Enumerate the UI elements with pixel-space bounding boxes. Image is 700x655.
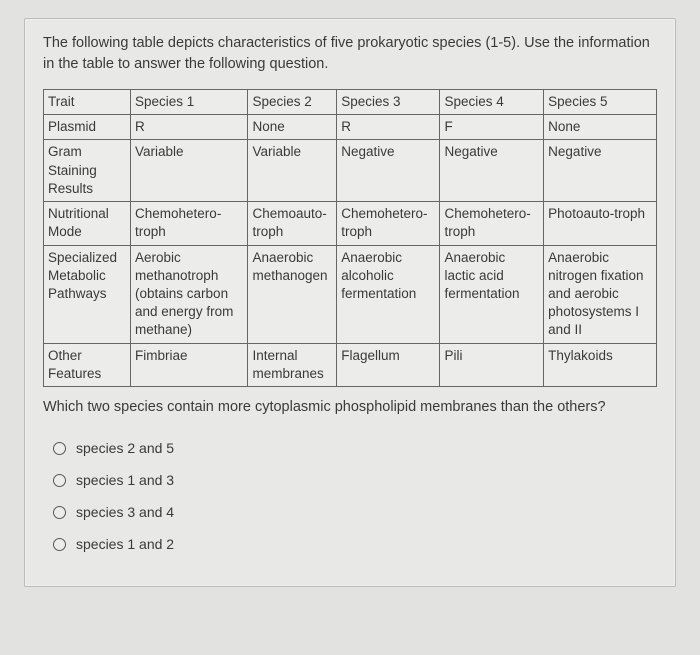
question-text: Which two species contain more cytoplasm… bbox=[43, 397, 657, 418]
table-cell: Species 2 bbox=[248, 90, 337, 115]
table-cell: Specialized Metabolic Pathways bbox=[44, 245, 131, 343]
radio-icon[interactable] bbox=[53, 506, 66, 519]
table-cell: Anaerobic alcoholic fermentation bbox=[337, 245, 440, 343]
table-cell: None bbox=[544, 115, 657, 140]
option-a[interactable]: species 2 and 5 bbox=[53, 440, 657, 456]
table-cell: Photoauto-troph bbox=[544, 202, 657, 245]
table-cell: Aerobic methanotroph (obtains carbon and… bbox=[131, 245, 248, 343]
option-d[interactable]: species 1 and 2 bbox=[53, 536, 657, 552]
table-cell: Nutritional Mode bbox=[44, 202, 131, 245]
option-b[interactable]: species 1 and 3 bbox=[53, 472, 657, 488]
options-group: species 2 and 5 species 1 and 3 species … bbox=[53, 440, 657, 552]
table-cell: R bbox=[337, 115, 440, 140]
table-cell: F bbox=[440, 115, 544, 140]
table-cell: Negative bbox=[337, 140, 440, 202]
table-cell: Thylakoids bbox=[544, 343, 657, 386]
option-c[interactable]: species 3 and 4 bbox=[53, 504, 657, 520]
table-cell: Trait bbox=[44, 90, 131, 115]
species-table: Trait Species 1 Species 2 Species 3 Spec… bbox=[43, 89, 657, 387]
table-cell: Species 4 bbox=[440, 90, 544, 115]
radio-icon[interactable] bbox=[53, 474, 66, 487]
table-cell: Anaerobic methanogen bbox=[248, 245, 337, 343]
table-cell: Species 3 bbox=[337, 90, 440, 115]
table-cell: Internal membranes bbox=[248, 343, 337, 386]
table-cell: Variable bbox=[131, 140, 248, 202]
table-cell: None bbox=[248, 115, 337, 140]
table-cell: Negative bbox=[440, 140, 544, 202]
table-cell: Species 5 bbox=[544, 90, 657, 115]
radio-icon[interactable] bbox=[53, 538, 66, 551]
table-cell: Gram Staining Results bbox=[44, 140, 131, 202]
table-cell: Plasmid bbox=[44, 115, 131, 140]
table-cell: Anaerobic nitrogen fixation and aerobic … bbox=[544, 245, 657, 343]
table-cell: Pili bbox=[440, 343, 544, 386]
radio-icon[interactable] bbox=[53, 442, 66, 455]
table-cell: Chemohetero-troph bbox=[131, 202, 248, 245]
table-cell: Chemohetero-troph bbox=[337, 202, 440, 245]
table-cell: Fimbriae bbox=[131, 343, 248, 386]
question-card: The following table depicts characterist… bbox=[24, 18, 676, 587]
table-cell: Chemoauto-troph bbox=[248, 202, 337, 245]
table-cell: Variable bbox=[248, 140, 337, 202]
option-label: species 3 and 4 bbox=[76, 504, 174, 520]
option-label: species 1 and 2 bbox=[76, 536, 174, 552]
table-cell: Chemohetero-troph bbox=[440, 202, 544, 245]
table-cell: Species 1 bbox=[131, 90, 248, 115]
table-cell: Other Features bbox=[44, 343, 131, 386]
intro-text: The following table depicts characterist… bbox=[43, 33, 657, 75]
option-label: species 1 and 3 bbox=[76, 472, 174, 488]
table-cell: R bbox=[131, 115, 248, 140]
table-cell: Negative bbox=[544, 140, 657, 202]
table-cell: Anaerobic lactic acid fermentation bbox=[440, 245, 544, 343]
option-label: species 2 and 5 bbox=[76, 440, 174, 456]
table-cell: Flagellum bbox=[337, 343, 440, 386]
